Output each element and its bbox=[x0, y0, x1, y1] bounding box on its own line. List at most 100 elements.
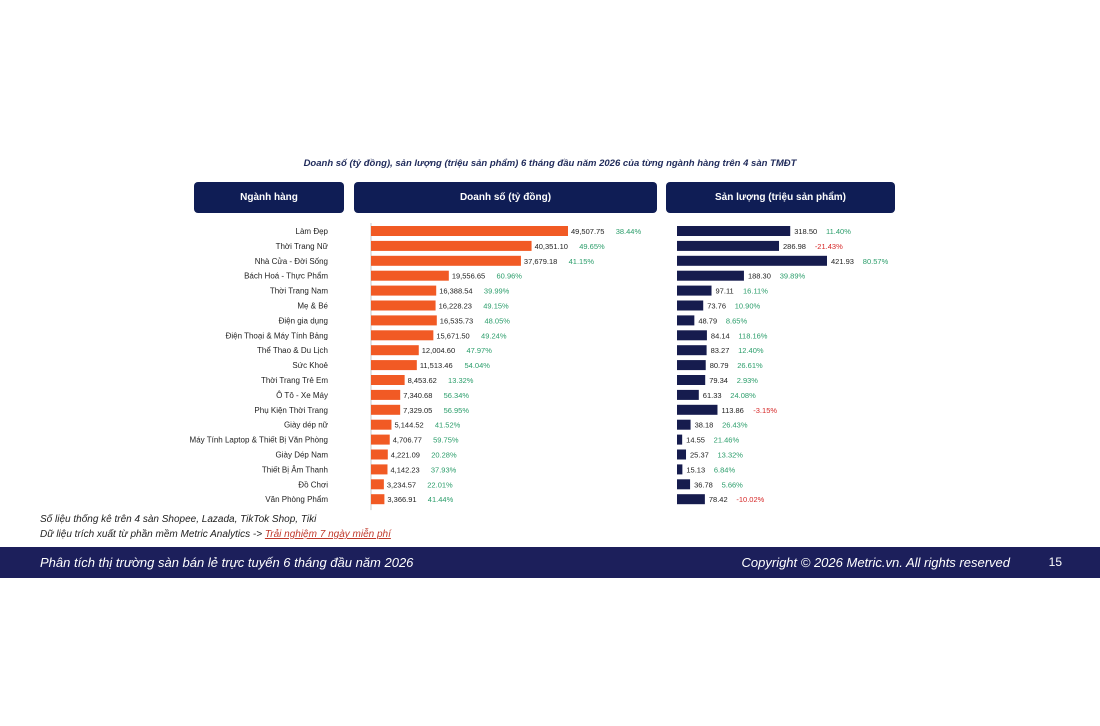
revenue-value-label: 3,366.91 bbox=[387, 495, 416, 504]
category-label: Giày dép nữ bbox=[284, 421, 329, 430]
revenue-growth-label: 22.01% bbox=[427, 480, 453, 489]
volume-value-label: 78.42 bbox=[709, 495, 728, 504]
revenue-growth-label: 48.05% bbox=[484, 316, 510, 325]
category-label: Phụ Kiện Thời Trang bbox=[254, 406, 328, 415]
category-label: Bách Hoá - Thực Phẩm bbox=[244, 272, 328, 281]
footer-left-text: Phân tích thị trường sàn bán lẻ trực tuy… bbox=[40, 555, 414, 570]
volume-growth-label: 10.90% bbox=[735, 302, 761, 311]
volume-bar bbox=[677, 389, 699, 400]
volume-value-label: 61.33 bbox=[703, 391, 722, 400]
volume-bar bbox=[677, 434, 683, 445]
revenue-bar bbox=[371, 404, 401, 415]
revenue-bar bbox=[371, 479, 384, 490]
revenue-value-label: 16,228.23 bbox=[439, 302, 472, 311]
volume-growth-label: -21.43% bbox=[815, 242, 843, 251]
volume-growth-label: 24.08% bbox=[730, 391, 756, 400]
volume-growth-label: -3.15% bbox=[753, 406, 777, 415]
header-volume-label: Sản lượng (triệu sản phẩm) bbox=[714, 192, 847, 203]
footer-copyright: Copyright © 2026 Metric.vn. All rights r… bbox=[741, 555, 1010, 570]
revenue-growth-label: 37.93% bbox=[431, 465, 457, 474]
revenue-bar bbox=[371, 494, 385, 505]
volume-value-label: 97.11 bbox=[716, 287, 734, 296]
volume-growth-label: 11.40% bbox=[826, 227, 851, 236]
volume-bar bbox=[677, 270, 744, 281]
revenue-growth-label: 47.97% bbox=[466, 346, 492, 355]
revenue-value-label: 7,340.68 bbox=[403, 391, 432, 400]
revenue-value-label: 4,221.09 bbox=[391, 451, 420, 460]
revenue-value-label: 49,507.75 bbox=[571, 227, 604, 236]
revenue-value-label: 16,535.73 bbox=[440, 316, 473, 325]
revenue-growth-label: 54.04% bbox=[465, 361, 491, 370]
revenue-value-label: 19,556.65 bbox=[452, 272, 485, 281]
revenue-value-label: 4,142.23 bbox=[390, 465, 419, 474]
note-extract-text: Dữ liệu trích xuất từ phần mềm Metric An… bbox=[40, 529, 263, 540]
header-category: Ngành hàng bbox=[194, 182, 344, 213]
footer-bar: Phân tích thị trường sàn bán lẻ trực tuy… bbox=[0, 547, 1100, 578]
category-label: Thời Trang Nữ bbox=[276, 242, 329, 251]
header-volume: Sản lượng (triệu sản phẩm) bbox=[666, 182, 895, 213]
volume-bar bbox=[677, 240, 780, 251]
revenue-bar bbox=[371, 285, 437, 296]
volume-bar bbox=[677, 300, 704, 311]
revenue-value-label: 3,234.57 bbox=[387, 480, 416, 489]
revenue-bar bbox=[371, 240, 532, 251]
volume-growth-label: 26.43% bbox=[722, 421, 748, 430]
revenue-growth-label: 20.28% bbox=[431, 451, 457, 460]
revenue-growth-label: 41.15% bbox=[569, 257, 595, 266]
volume-bar bbox=[677, 285, 712, 296]
revenue-growth-label: 49.15% bbox=[483, 302, 509, 311]
volume-value-label: 113.86 bbox=[721, 406, 743, 415]
volume-growth-label: 5.66% bbox=[722, 480, 744, 489]
note-extract: Dữ liệu trích xuất từ phần mềm Metric An… bbox=[40, 529, 391, 540]
revenue-bar bbox=[371, 270, 449, 281]
revenue-growth-label: 38.44% bbox=[616, 227, 642, 236]
revenue-bar bbox=[371, 345, 419, 356]
chart-title: Doanh số (tỷ đồng), sản lượng (triệu sản… bbox=[303, 158, 797, 169]
volume-growth-label: 8.65% bbox=[726, 316, 748, 325]
volume-bar bbox=[677, 419, 691, 430]
volume-bar bbox=[677, 449, 687, 460]
revenue-bar bbox=[371, 226, 568, 236]
volume-value-label: 15.13 bbox=[686, 465, 705, 474]
volume-growth-label: 26.61% bbox=[737, 361, 763, 370]
volume-value-label: 14.55 bbox=[686, 436, 705, 445]
revenue-bar bbox=[371, 255, 521, 266]
revenue-value-label: 11,513.46 bbox=[420, 361, 453, 370]
volume-value-label: 286.98 bbox=[783, 242, 806, 251]
volume-bar bbox=[677, 479, 691, 490]
category-label: Thiết Bị Âm Thanh bbox=[262, 465, 328, 474]
volume-growth-label: 2.93% bbox=[737, 376, 759, 385]
header-revenue-label: Doanh số (tỷ đồng) bbox=[459, 192, 552, 203]
category-label: Thời Trang Nam bbox=[270, 287, 328, 296]
volume-value-label: 48.79 bbox=[698, 316, 717, 325]
volume-value-label: 84.14 bbox=[711, 331, 730, 340]
revenue-growth-label: 60.96% bbox=[497, 272, 523, 281]
category-label: Văn Phòng Phẩm bbox=[265, 495, 328, 504]
revenue-growth-label: 56.95% bbox=[444, 406, 470, 415]
volume-growth-label: 118.16% bbox=[738, 331, 767, 340]
volume-value-label: 318.50 bbox=[794, 227, 817, 236]
revenue-growth-label: 41.44% bbox=[428, 495, 454, 504]
revenue-bar bbox=[371, 464, 388, 475]
volume-growth-label: 39.89% bbox=[780, 272, 806, 281]
revenue-value-label: 5,144.52 bbox=[394, 421, 423, 430]
revenue-value-label: 16,388.54 bbox=[439, 287, 472, 296]
volume-bar bbox=[677, 360, 706, 371]
category-label: Sức Khoẻ bbox=[292, 361, 328, 370]
page-number: 15 bbox=[1048, 555, 1062, 569]
revenue-bar bbox=[371, 449, 388, 460]
revenue-bar bbox=[371, 315, 437, 326]
bar-chart: Làm Đẹp 49,507.75 38.44% 318.50 11.40% Thời T… bbox=[190, 223, 889, 511]
volume-value-label: 79.34 bbox=[709, 376, 728, 385]
category-label: Thời Trang Trẻ Em bbox=[261, 376, 328, 385]
volume-value-label: 188.30 bbox=[748, 272, 771, 281]
revenue-growth-label: 13.32% bbox=[448, 376, 474, 385]
revenue-growth-label: 41.52% bbox=[435, 421, 461, 430]
volume-value-label: 36.78 bbox=[694, 480, 713, 489]
category-label: Nhà Cửa - Đời Sống bbox=[255, 257, 328, 266]
revenue-bar bbox=[371, 360, 417, 371]
volume-value-label: 421.93 bbox=[831, 257, 854, 266]
volume-bar bbox=[677, 404, 718, 415]
trial-link[interactable]: Trải nghiệm 7 ngày miễn phí bbox=[264, 529, 391, 540]
volume-value-label: 80.79 bbox=[710, 361, 729, 370]
